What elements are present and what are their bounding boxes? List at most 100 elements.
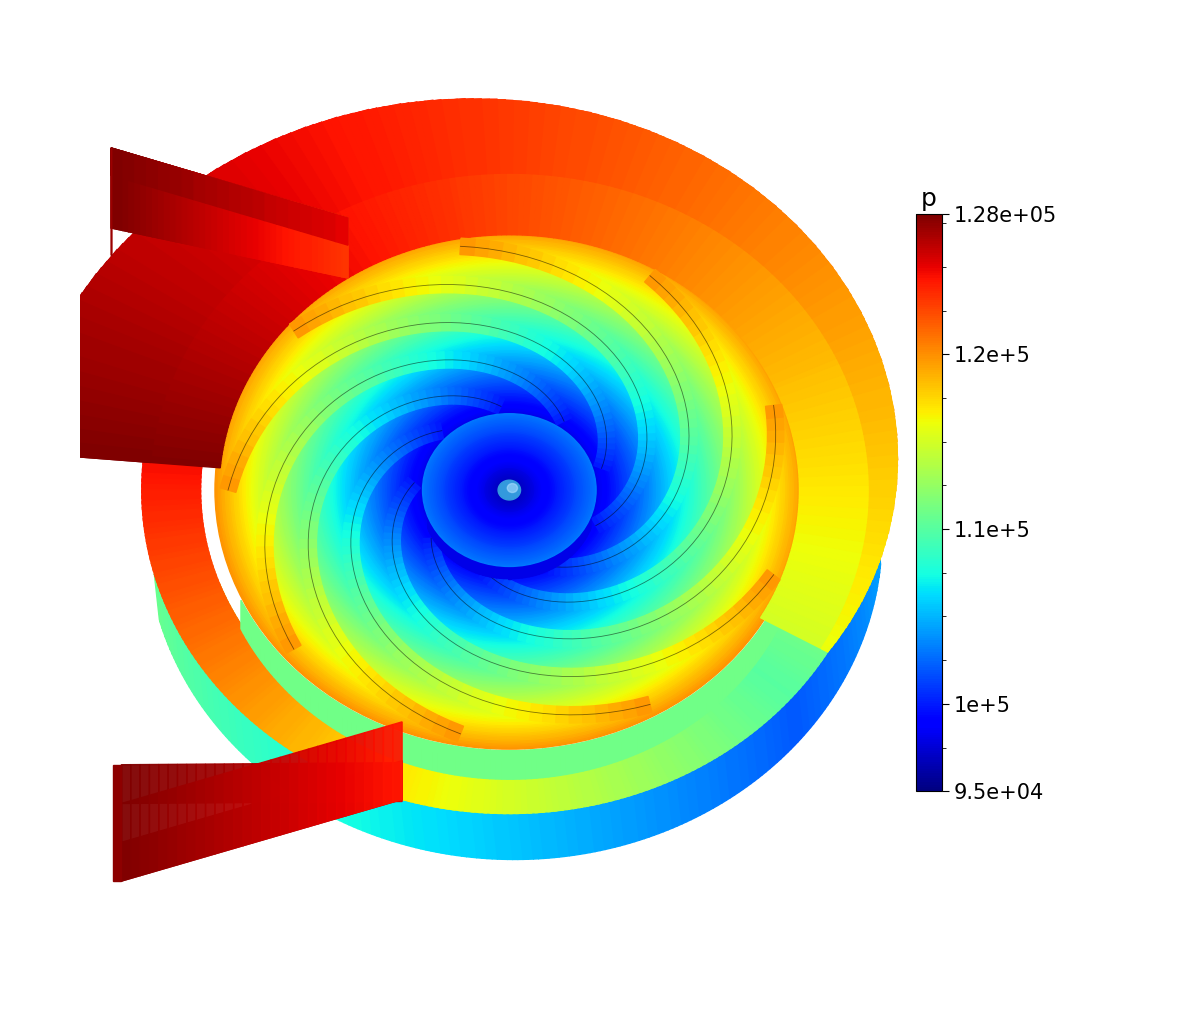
Polygon shape (777, 598, 779, 632)
Polygon shape (637, 154, 704, 263)
Polygon shape (651, 144, 684, 201)
Polygon shape (353, 783, 363, 831)
Polygon shape (436, 807, 447, 854)
Polygon shape (782, 612, 838, 642)
Polygon shape (790, 398, 892, 427)
Ellipse shape (349, 349, 669, 631)
Polygon shape (313, 123, 362, 203)
Polygon shape (225, 160, 291, 234)
Polygon shape (537, 749, 543, 778)
Polygon shape (330, 212, 336, 276)
Ellipse shape (431, 422, 587, 558)
Polygon shape (408, 751, 431, 804)
Polygon shape (330, 773, 339, 821)
Polygon shape (351, 584, 369, 598)
Polygon shape (746, 662, 751, 692)
Polygon shape (592, 516, 605, 533)
Polygon shape (450, 589, 466, 605)
Polygon shape (246, 610, 249, 642)
Polygon shape (851, 604, 858, 612)
Polygon shape (812, 296, 855, 323)
Polygon shape (171, 196, 251, 264)
Polygon shape (842, 355, 882, 374)
Polygon shape (194, 173, 200, 247)
Polygon shape (876, 514, 891, 521)
Polygon shape (423, 542, 440, 549)
Polygon shape (651, 165, 723, 270)
Polygon shape (636, 529, 651, 545)
Ellipse shape (314, 319, 704, 662)
Polygon shape (603, 588, 616, 605)
Polygon shape (113, 765, 122, 881)
Polygon shape (312, 764, 322, 812)
Polygon shape (228, 452, 248, 470)
Ellipse shape (278, 286, 741, 694)
Ellipse shape (282, 291, 735, 689)
Polygon shape (431, 752, 437, 781)
Polygon shape (767, 442, 784, 454)
Polygon shape (539, 667, 552, 684)
Polygon shape (873, 441, 897, 450)
Polygon shape (626, 132, 657, 192)
Polygon shape (17, 437, 151, 456)
Polygon shape (621, 742, 628, 771)
Polygon shape (327, 763, 337, 803)
Polygon shape (162, 595, 169, 645)
Polygon shape (473, 605, 487, 624)
Polygon shape (785, 610, 790, 640)
Ellipse shape (402, 395, 617, 585)
Ellipse shape (494, 477, 525, 503)
Polygon shape (141, 222, 228, 287)
Polygon shape (468, 167, 482, 221)
Polygon shape (247, 188, 253, 258)
Polygon shape (271, 195, 277, 263)
Polygon shape (261, 491, 280, 505)
Polygon shape (674, 185, 754, 282)
Polygon shape (331, 728, 366, 777)
Polygon shape (246, 149, 306, 224)
Polygon shape (502, 814, 513, 860)
Polygon shape (206, 176, 212, 249)
Ellipse shape (343, 343, 676, 637)
Polygon shape (784, 568, 866, 595)
Ellipse shape (501, 483, 518, 497)
Polygon shape (706, 681, 710, 714)
Polygon shape (483, 761, 496, 813)
Polygon shape (738, 269, 837, 337)
Polygon shape (324, 211, 336, 242)
Polygon shape (123, 151, 135, 182)
Polygon shape (522, 588, 533, 605)
Polygon shape (550, 403, 566, 417)
Polygon shape (395, 742, 402, 772)
Polygon shape (149, 765, 158, 804)
Polygon shape (628, 727, 632, 758)
Polygon shape (357, 714, 362, 744)
Ellipse shape (253, 264, 765, 716)
Polygon shape (481, 99, 493, 174)
Polygon shape (702, 508, 721, 525)
Polygon shape (387, 795, 396, 842)
Polygon shape (798, 581, 856, 606)
Polygon shape (513, 101, 530, 167)
Polygon shape (466, 99, 480, 168)
Polygon shape (865, 536, 886, 545)
Polygon shape (296, 222, 337, 269)
Polygon shape (498, 100, 507, 235)
Polygon shape (207, 300, 260, 336)
Polygon shape (663, 288, 684, 308)
Polygon shape (306, 694, 312, 725)
Polygon shape (843, 621, 849, 627)
Polygon shape (586, 522, 589, 537)
Polygon shape (453, 638, 468, 657)
Polygon shape (452, 810, 462, 857)
Polygon shape (426, 806, 436, 853)
Polygon shape (473, 99, 487, 175)
Polygon shape (592, 405, 610, 417)
Polygon shape (27, 398, 226, 441)
Polygon shape (733, 743, 742, 792)
Polygon shape (87, 274, 194, 335)
Polygon shape (613, 138, 671, 253)
Polygon shape (369, 108, 402, 183)
Polygon shape (256, 535, 273, 547)
Polygon shape (248, 718, 256, 767)
